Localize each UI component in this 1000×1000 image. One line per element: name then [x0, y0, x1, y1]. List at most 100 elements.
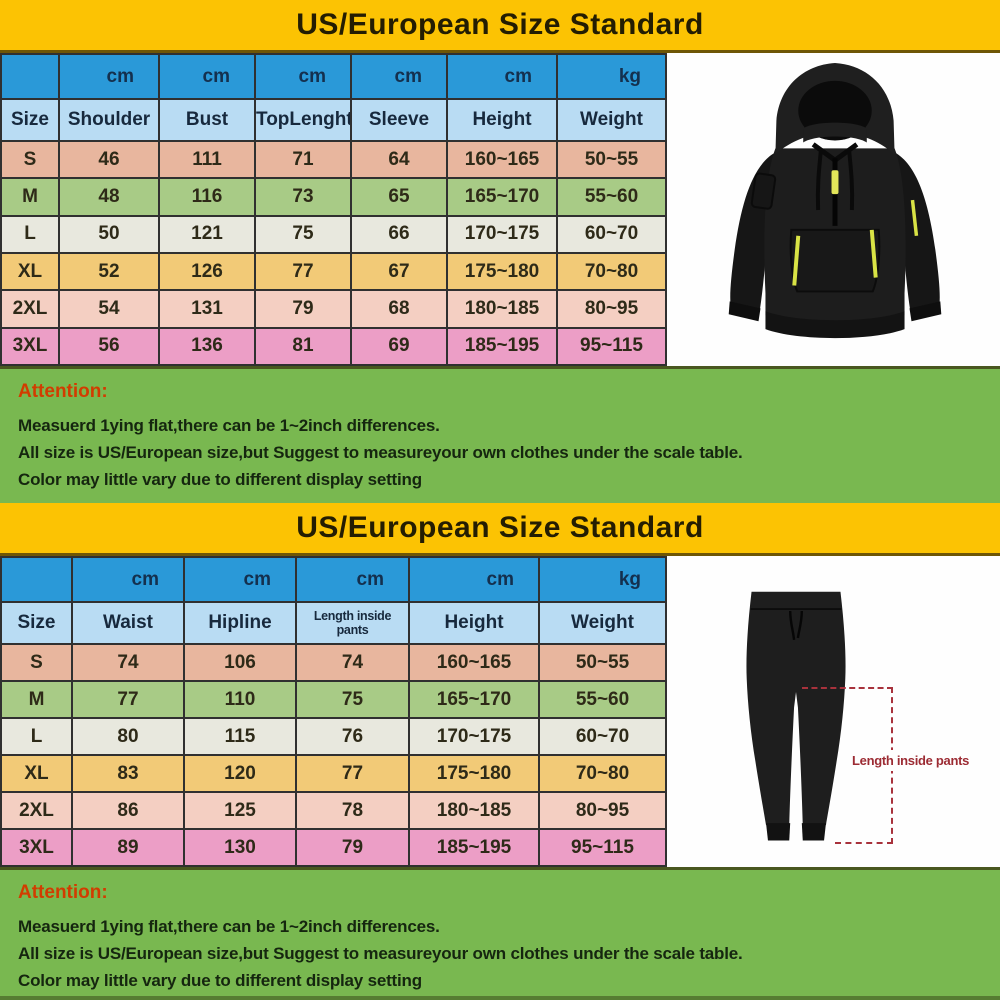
table-cell: 185~195 — [408, 828, 540, 867]
unit-cell: cm — [446, 53, 558, 100]
attention-line: Measuerd 1ying flat,there can be 1~2inch… — [18, 416, 440, 435]
table-cell: 83 — [71, 754, 185, 793]
pants-size-table: cm cm cm cm kg Size Waist Hipline Length… — [0, 556, 667, 867]
table-cell: 95~115 — [538, 828, 667, 867]
table-cell: 180~185 — [408, 791, 540, 830]
unit-cell: cm — [350, 53, 448, 100]
table-cell: 77 — [254, 251, 352, 292]
unit-cell: cm — [295, 556, 410, 603]
table-cell: 64 — [350, 139, 448, 180]
unit-cell: cm — [71, 556, 185, 603]
header-cell: Weight — [538, 601, 667, 645]
table-cell: 48 — [58, 177, 160, 217]
table-cell: 75 — [295, 680, 410, 719]
table-cell: 70~80 — [538, 754, 667, 793]
attention-note-top: Attention: Measuerd 1ying flat,there can… — [0, 366, 1000, 503]
table-cell: 3XL — [0, 828, 73, 867]
size-row: 2XL 86 125 78 180~185 80~95 — [0, 791, 667, 830]
table-cell: 180~185 — [446, 289, 558, 329]
attention-title: Attention: — [18, 882, 108, 903]
table-cell: 78 — [295, 791, 410, 830]
header-row: Size Waist Hipline Length inside pants H… — [0, 601, 667, 645]
attention-line: All size is US/European size,but Suggest… — [18, 443, 743, 462]
table-cell: 86 — [71, 791, 185, 830]
table-cell: XL — [0, 251, 60, 292]
table-cell: 68 — [350, 289, 448, 329]
table-cell: 160~165 — [408, 643, 540, 682]
header-cell: Height — [446, 98, 558, 142]
unit-row: cm cm cm cm cm kg — [0, 53, 667, 100]
size-row: XL 83 120 77 175~180 70~80 — [0, 754, 667, 793]
table-cell: 60~70 — [556, 214, 667, 254]
measure-line-top — [802, 687, 893, 689]
attention-title: Attention: — [18, 381, 108, 402]
table-cell: 106 — [183, 643, 297, 682]
table-cell: 71 — [254, 139, 352, 180]
table-cell: 160~165 — [446, 139, 558, 180]
table-cell: 76 — [295, 717, 410, 756]
table-cell: 70~80 — [556, 251, 667, 292]
size-standard-title-top: US/European Size Standard — [0, 0, 1000, 53]
table-cell: 56 — [58, 326, 160, 367]
size-row: M 48 116 73 65 165~170 55~60 — [0, 177, 667, 217]
header-cell: Weight — [556, 98, 667, 142]
table-cell: 126 — [158, 251, 256, 292]
unit-cell: cm — [58, 53, 160, 100]
unit-row: cm cm cm cm kg — [0, 556, 667, 603]
unit-cell: cm — [408, 556, 540, 603]
size-row: S 74 106 74 160~165 50~55 — [0, 643, 667, 682]
table-cell: 170~175 — [408, 717, 540, 756]
table-cell: 77 — [71, 680, 185, 719]
size-row: L 80 115 76 170~175 60~70 — [0, 717, 667, 756]
table-cell: 55~60 — [556, 177, 667, 217]
attention-line: Color may little vary due to different d… — [18, 971, 422, 990]
size-row: 3XL 89 130 79 185~195 95~115 — [0, 828, 667, 867]
unit-cell-corner — [0, 53, 60, 100]
table-cell: 52 — [58, 251, 160, 292]
hoodie-photo — [667, 53, 1000, 366]
unit-cell: kg — [556, 53, 667, 100]
table-cell: 55~60 — [538, 680, 667, 719]
header-cell: Size — [0, 601, 73, 645]
size-row: 2XL 54 131 79 68 180~185 80~95 — [0, 289, 667, 329]
table-cell: 2XL — [0, 791, 73, 830]
table-cell: 125 — [183, 791, 297, 830]
header-cell: Length inside pants — [295, 601, 410, 645]
table-cell: 89 — [71, 828, 185, 867]
table-cell: 60~70 — [538, 717, 667, 756]
table-cell: 2XL — [0, 289, 60, 329]
table-cell: 115 — [183, 717, 297, 756]
unit-cell: kg — [538, 556, 667, 603]
table-cell: 75 — [254, 214, 352, 254]
table-cell: 80 — [71, 717, 185, 756]
table-cell: 66 — [350, 214, 448, 254]
pants-photo: Length inside pants — [667, 556, 1000, 867]
table-cell: 165~170 — [408, 680, 540, 719]
table-cell: 110 — [183, 680, 297, 719]
table-cell: 175~180 — [446, 251, 558, 292]
header-cell: Hipline — [183, 601, 297, 645]
table-cell: M — [0, 177, 60, 217]
table-cell: 3XL — [0, 326, 60, 367]
table-cell: XL — [0, 754, 73, 793]
table-cell: 46 — [58, 139, 160, 180]
pants-section: cm cm cm cm kg Size Waist Hipline Length… — [0, 556, 1000, 867]
table-cell: 131 — [158, 289, 256, 329]
hoodie-image — [728, 62, 942, 339]
table-cell: 120 — [183, 754, 297, 793]
size-standard-title-bottom: US/European Size Standard — [0, 503, 1000, 556]
header-cell: Waist — [71, 601, 185, 645]
table-cell: 121 — [158, 214, 256, 254]
table-cell: 50~55 — [538, 643, 667, 682]
unit-cell: cm — [183, 556, 297, 603]
table-cell: 81 — [254, 326, 352, 367]
table-cell: 77 — [295, 754, 410, 793]
size-row: XL 52 126 77 67 175~180 70~80 — [0, 251, 667, 292]
table-cell: M — [0, 680, 73, 719]
table-cell: 74 — [71, 643, 185, 682]
table-cell: 67 — [350, 251, 448, 292]
attention-line: Measuerd 1ying flat,there can be 1~2inch… — [18, 917, 440, 936]
header-cell: TopLenght — [254, 98, 352, 142]
table-cell: 80~95 — [538, 791, 667, 830]
